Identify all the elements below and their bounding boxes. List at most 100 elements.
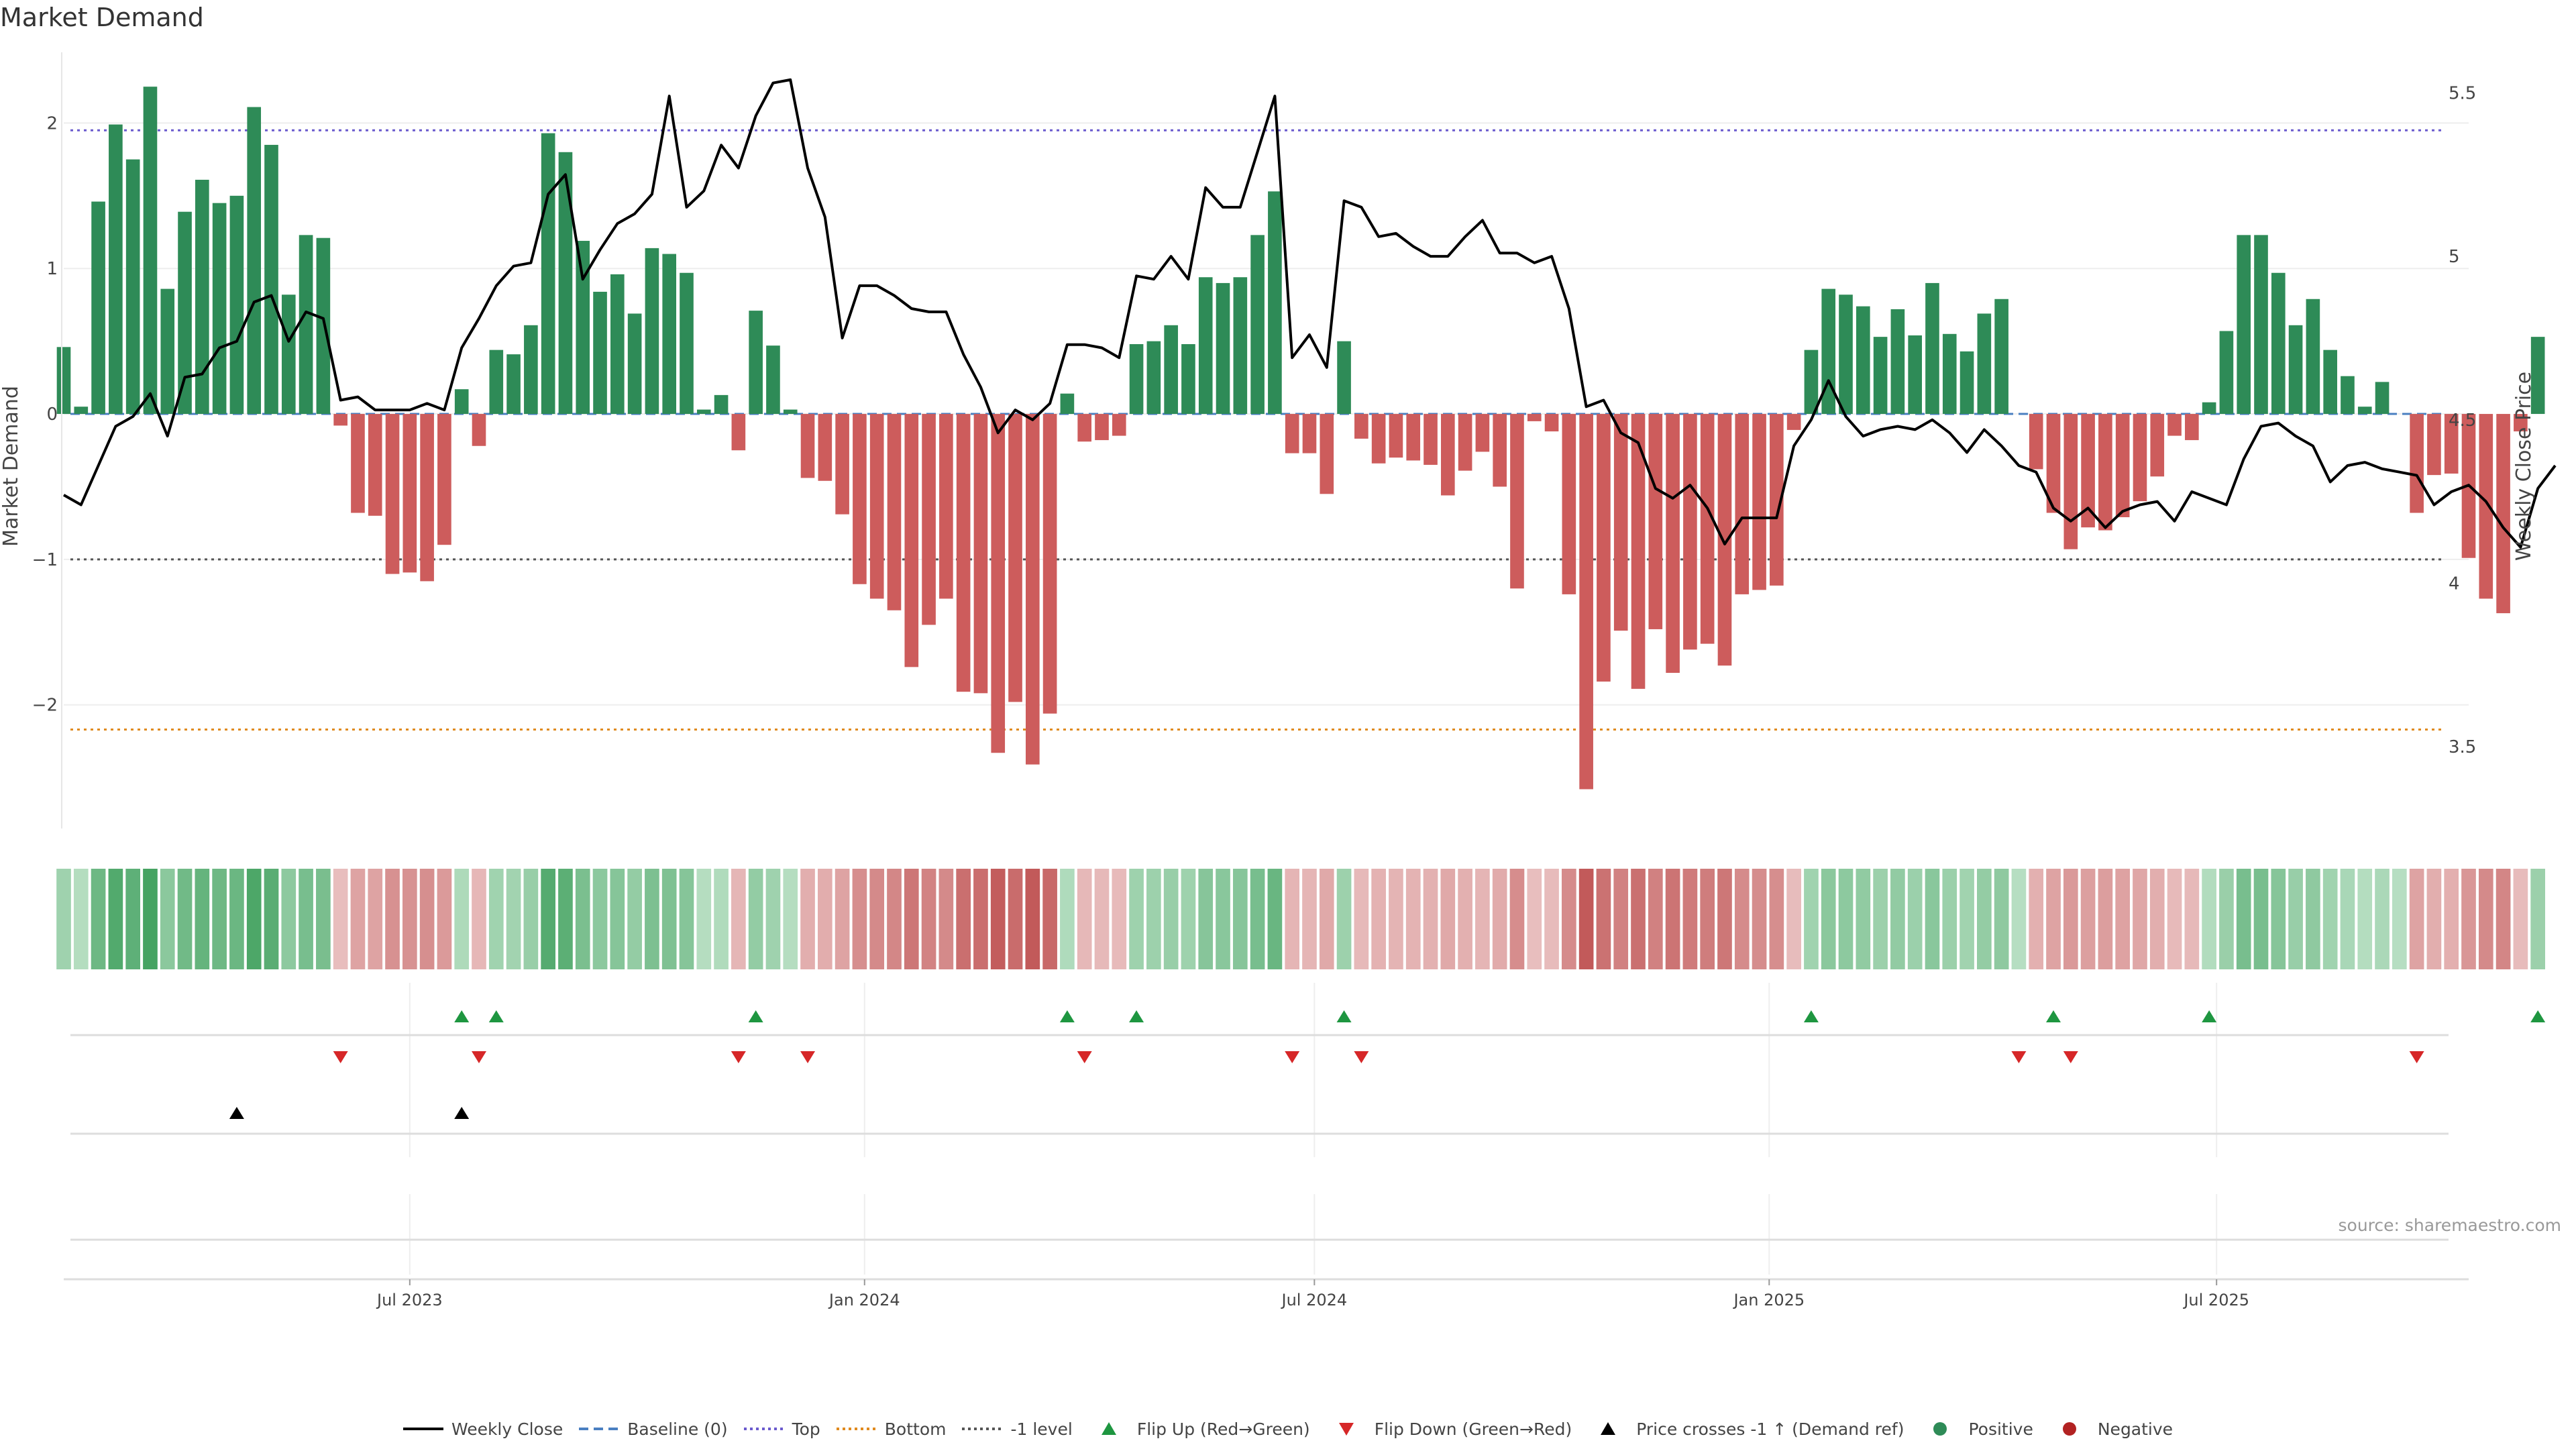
y-tick-label: −1 (32, 550, 58, 570)
demand-bar (472, 414, 486, 446)
demand-bar (1389, 414, 1403, 458)
demand-bar (229, 195, 244, 415)
heat-cell (1008, 869, 1023, 969)
demand-bar (1042, 414, 1057, 714)
heat-cell (2271, 869, 2286, 969)
demand-bar (731, 414, 746, 451)
demand-bar (2098, 414, 2112, 531)
demand-bar (1752, 414, 1766, 590)
demand-bar (2410, 414, 2424, 513)
heat-cell (2340, 869, 2355, 969)
demand-bar (2150, 414, 2165, 477)
demand-bar (2185, 414, 2199, 441)
heat-cell (1960, 869, 1974, 969)
heat-cell (264, 869, 279, 969)
heat-cell (2063, 869, 2078, 969)
demand-bar (696, 409, 711, 415)
heat-cell (2253, 869, 2269, 969)
heat-cell (2306, 869, 2320, 969)
demand-bar (385, 414, 400, 574)
heat-cell (1665, 869, 1680, 969)
demand-bar (1337, 341, 1351, 415)
heat-cell (904, 869, 919, 969)
heat-cell (1527, 869, 1542, 969)
heat-cell (212, 869, 227, 969)
demand-bar (125, 159, 140, 415)
heat-cell (281, 869, 297, 969)
demand-bar (869, 414, 884, 599)
demand-bar (1250, 235, 1265, 415)
demand-bar (800, 414, 815, 478)
demand-bar (2254, 235, 2268, 415)
heat-cell (488, 869, 504, 969)
heat-cell (592, 869, 608, 969)
heat-cell (1319, 869, 1334, 969)
heat-cell (956, 869, 971, 969)
y-tick-label: −2 (32, 696, 58, 716)
heat-cell (143, 869, 158, 969)
demand-bar (2115, 414, 2130, 517)
demand-bar (160, 288, 175, 415)
demand-bar (2306, 299, 2320, 415)
heat-cell (575, 869, 590, 969)
heat-cell (1216, 869, 1230, 969)
demand-bar (853, 414, 867, 584)
demand-bar (2202, 402, 2216, 415)
triangle-up-icon (1101, 1422, 1116, 1435)
heat-cell (73, 869, 89, 969)
demand-bar (749, 311, 763, 415)
heat-cell (2426, 869, 2442, 969)
y-tick-label: 2 (46, 113, 58, 133)
demand-bar (766, 345, 780, 415)
demand-bar (1181, 343, 1195, 415)
chart-title: Market Demand (0, 3, 204, 32)
demand-bar (1613, 414, 1628, 631)
y2-tick-label: 3.5 (2449, 737, 2476, 757)
triangle-up-icon (1601, 1422, 1616, 1435)
heat-cell (1042, 869, 1057, 969)
demand-bar (1095, 414, 1109, 441)
heat-cell (696, 869, 712, 969)
demand-bar (437, 414, 451, 545)
heat-cell (2236, 869, 2251, 969)
heat-cell (1648, 869, 1663, 969)
demand-bar (818, 414, 833, 481)
demand-bar (1371, 414, 1386, 464)
heat-cell (2444, 869, 2459, 969)
demand-bar (1735, 414, 1750, 594)
heat-cell (1786, 869, 1801, 969)
heat-cell (1838, 869, 1854, 969)
heat-cell (2530, 869, 2545, 969)
heat-cell (1181, 869, 1196, 969)
demand-bar (247, 107, 262, 415)
demand-bar (1579, 414, 1593, 790)
flip-down-marker (1285, 1051, 1300, 1063)
legend-item: -1 level (962, 1419, 1073, 1439)
flip-up-marker (1129, 1010, 1144, 1022)
demand-bar (2219, 331, 2234, 415)
demand-bar (1925, 282, 1939, 415)
demand-bar (714, 394, 729, 415)
demand-bar (1631, 414, 1646, 689)
heat-cell (2375, 869, 2390, 969)
heat-cell (1821, 869, 1836, 969)
heat-cell (1596, 869, 1611, 969)
flip-down-marker (471, 1051, 486, 1063)
y-tick-label: 0 (46, 405, 58, 425)
heat-cell (973, 869, 988, 969)
heat-cell (645, 869, 659, 969)
legend-item: Top (743, 1419, 820, 1439)
flip-down-marker (333, 1051, 348, 1063)
x-tick-label: Jan 2024 (828, 1291, 900, 1309)
y2-tick-label: 5 (2449, 247, 2460, 267)
flip-markers (70, 1010, 2546, 1241)
x-tick-label: Jul 2023 (376, 1291, 443, 1309)
legend-item: Negative (2049, 1419, 2173, 1439)
heat-cell (2167, 869, 2182, 969)
y2-axis-label: Weekly Close Price (2512, 372, 2536, 561)
heat-cell (2133, 869, 2147, 969)
demand-bar (1977, 313, 1992, 415)
heat-cell (714, 869, 729, 969)
heat-cell (2392, 869, 2407, 969)
